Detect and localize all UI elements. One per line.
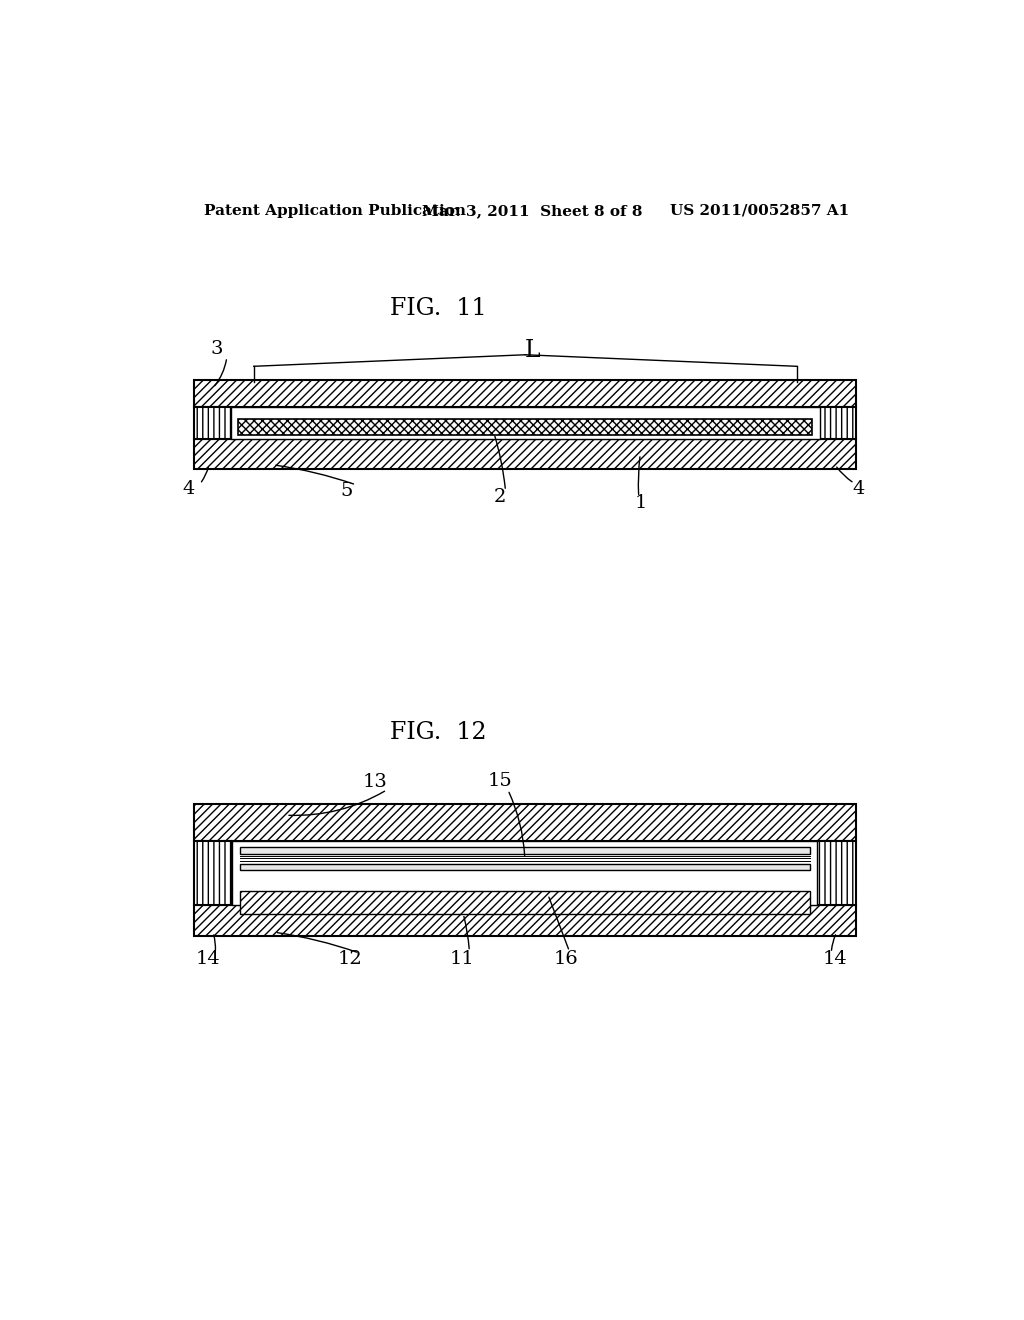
Bar (194, 380, 856, 407)
Bar (230, 407, 819, 440)
Text: 12: 12 (338, 950, 362, 968)
Bar (232, 841, 817, 906)
Bar (194, 841, 232, 906)
Bar (194, 407, 230, 440)
Text: Mar. 3, 2011  Sheet 8 of 8: Mar. 3, 2011 Sheet 8 of 8 (422, 203, 642, 218)
Bar (230, 407, 819, 440)
Bar (240, 863, 810, 870)
Bar (817, 841, 856, 906)
Bar (240, 847, 810, 854)
Text: 13: 13 (362, 774, 388, 791)
Text: 14: 14 (822, 950, 848, 968)
Bar (240, 891, 810, 913)
Text: 4: 4 (852, 480, 864, 499)
Text: 5: 5 (340, 482, 352, 500)
Text: US 2011/0052857 A1: US 2011/0052857 A1 (670, 203, 849, 218)
Bar (819, 407, 856, 440)
Text: 15: 15 (487, 772, 513, 789)
Text: 3: 3 (211, 339, 223, 358)
Bar (239, 420, 812, 434)
Text: 4: 4 (182, 480, 195, 499)
Text: 11: 11 (450, 950, 474, 968)
Bar (194, 440, 856, 469)
Text: L: L (525, 339, 541, 363)
Text: Patent Application Publication: Patent Application Publication (204, 203, 466, 218)
Text: FIG.  12: FIG. 12 (390, 721, 486, 743)
Bar (194, 804, 856, 841)
Text: 1: 1 (635, 495, 647, 512)
Bar (194, 906, 856, 936)
Bar (232, 841, 817, 906)
Text: 16: 16 (553, 950, 578, 968)
Text: FIG.  11: FIG. 11 (390, 297, 486, 319)
Text: 2: 2 (494, 488, 506, 506)
Text: 14: 14 (196, 950, 220, 968)
